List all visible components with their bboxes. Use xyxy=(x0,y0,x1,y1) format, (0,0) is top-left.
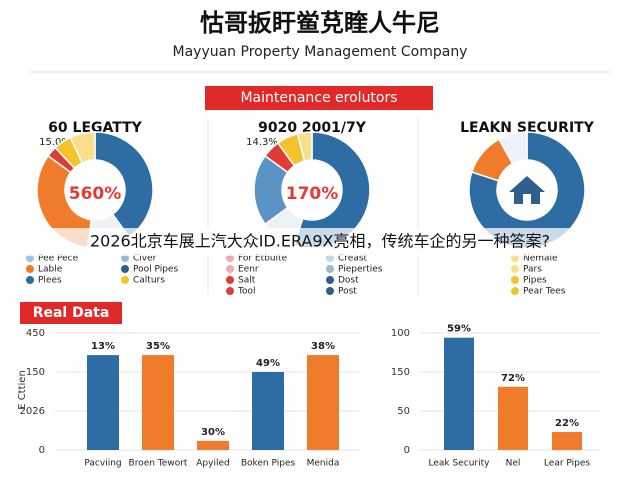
legend-label: Calturs xyxy=(133,276,165,286)
legend-label: Lable xyxy=(38,265,63,275)
legend-marker xyxy=(511,276,519,284)
subtitle: Mayyuan Property Management Company xyxy=(173,44,468,60)
legend-label: Dost xyxy=(338,276,359,286)
y-tick-label: 150 xyxy=(391,367,410,378)
legend-label: Pee Pece xyxy=(38,254,79,264)
x-tick-label: Apyiled xyxy=(196,459,229,469)
legend-label: Tool xyxy=(237,287,255,297)
legend-label: Pear Tees xyxy=(523,287,566,297)
y-tick-label: 50 xyxy=(397,406,410,417)
x-tick-label: Boken Pipes xyxy=(241,459,296,469)
legend-label: Civer xyxy=(133,254,157,264)
caption-band xyxy=(0,228,640,256)
caption: 2026北京车展上汽大众ID.ERA9X亮相，传统车企的另一种答案? xyxy=(90,232,550,251)
bar-annotation: 22% xyxy=(555,418,579,429)
legend-marker xyxy=(226,276,234,284)
bar-annotation: 59% xyxy=(447,324,471,335)
bar-annotation: 30% xyxy=(201,427,225,438)
pie-title: 9020 2001/7Y xyxy=(258,120,367,136)
banner xyxy=(205,86,433,110)
legend-marker xyxy=(326,287,334,295)
legend-label: For Etbuite xyxy=(238,254,288,264)
bar-annotation: 13% xyxy=(91,341,115,352)
center-label: 560% xyxy=(69,184,122,204)
legend-label: Pool Pipes xyxy=(133,265,178,275)
x-tick-label: Menida xyxy=(307,459,340,469)
x-tick-label: Nel xyxy=(506,459,521,469)
y-tick-label: 150 xyxy=(26,367,45,378)
bar-annotation: 38% xyxy=(311,341,335,352)
legend-marker xyxy=(121,265,129,273)
legend-label: Pipes xyxy=(523,276,547,286)
door xyxy=(523,194,531,204)
legend-label: Pieperties xyxy=(338,265,383,275)
center-label: 170% xyxy=(286,184,339,204)
bar xyxy=(444,337,474,450)
x-tick-label: Leak Security xyxy=(429,459,491,469)
legend-marker xyxy=(26,265,34,273)
bar xyxy=(87,355,119,450)
banner-text: Real Data xyxy=(33,305,110,321)
pie-slice xyxy=(296,131,313,162)
legend-marker xyxy=(326,265,334,273)
legend-label: Nemale xyxy=(523,254,558,264)
pie-slice xyxy=(468,131,586,249)
legend-label: Salt xyxy=(238,276,256,286)
legend-marker xyxy=(26,276,34,284)
bar xyxy=(197,440,229,450)
legend-marker xyxy=(511,265,519,273)
y-tick-label: 2026 xyxy=(20,406,45,417)
legend-label: Post xyxy=(338,287,357,297)
y-tick-label: 450 xyxy=(26,328,45,339)
y-axis-label: E Cttien xyxy=(17,370,28,410)
pie-title: LEAKN SECURITY xyxy=(460,120,595,136)
y-tick-label: 100 xyxy=(391,328,410,339)
legend-label: Eenr xyxy=(238,265,259,275)
bar-annotation: 49% xyxy=(256,358,280,369)
x-tick-label: Broen Tewort xyxy=(129,459,188,469)
legend-label: Creast xyxy=(338,254,368,264)
x-tick-label: Lear Pipes xyxy=(544,459,590,469)
banner xyxy=(20,302,122,324)
pie-title: 60 LEGATTY xyxy=(48,120,143,136)
bar-annotation: 35% xyxy=(146,341,170,352)
pie-annotation: 14.3% xyxy=(246,137,278,148)
bar xyxy=(142,355,174,450)
pie-slice xyxy=(498,131,528,165)
legend-marker xyxy=(121,276,129,284)
banner-text: Maintenance erolutors xyxy=(240,90,397,106)
bar xyxy=(307,355,339,450)
bar xyxy=(252,372,284,450)
house-icon xyxy=(509,176,545,204)
title: 怙哥扳盱鲎莌睳人牛尼 xyxy=(200,9,440,37)
y-tick-label: 0 xyxy=(404,445,410,456)
pie-annotation: 15.0% xyxy=(39,137,71,148)
legend-marker xyxy=(226,287,234,295)
x-tick-label: Pacviing xyxy=(84,459,121,469)
legend-marker xyxy=(226,265,234,273)
house xyxy=(509,176,545,204)
y-tick-label: 0 xyxy=(39,445,45,456)
bar xyxy=(552,432,582,450)
legend-label: Pars xyxy=(523,265,542,275)
legend-label: Plees xyxy=(38,276,62,286)
bar xyxy=(498,386,528,450)
bar-annotation: 72% xyxy=(501,373,525,384)
legend-marker xyxy=(511,287,519,295)
pie-slice xyxy=(69,131,96,164)
legend-marker xyxy=(326,276,334,284)
